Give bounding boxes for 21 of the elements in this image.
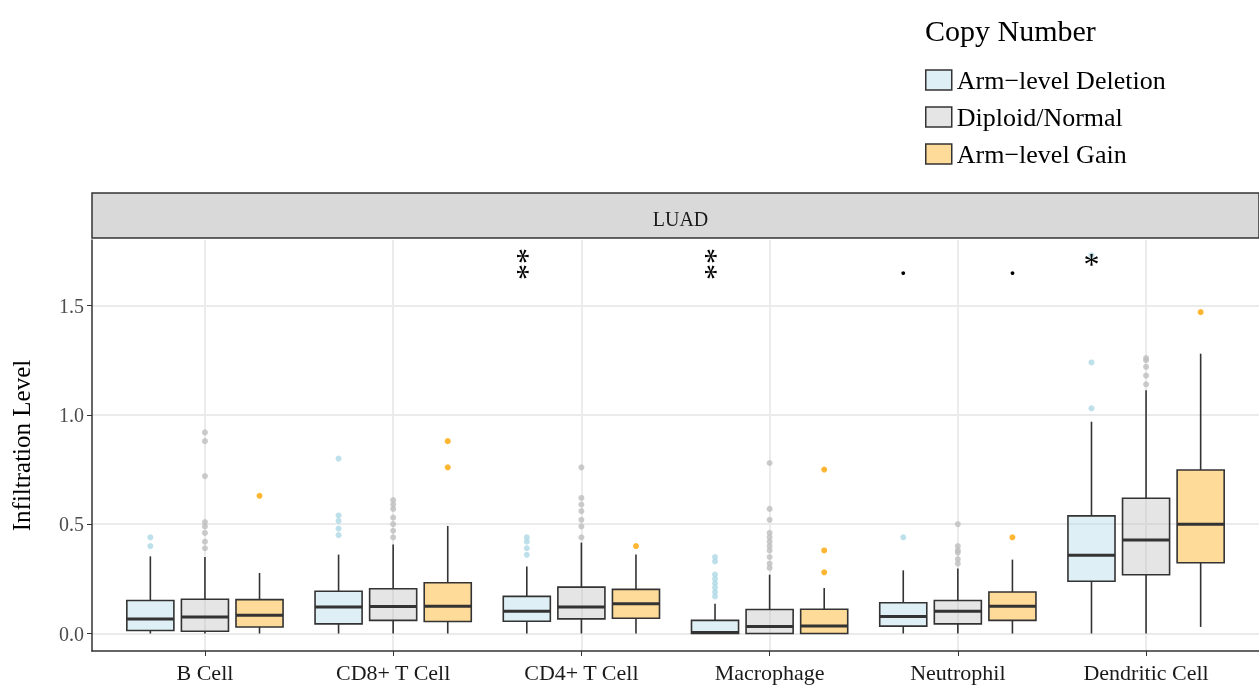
legend-title: Copy Number [925, 13, 1096, 47]
legend-label: Diploid/Normal [956, 102, 1123, 132]
annotation: . [899, 246, 908, 282]
x-tick-label: CD4+ T Cell [524, 659, 639, 685]
y-tick-label: 0.0 [59, 622, 84, 645]
y-tick-label: 1.0 [59, 403, 84, 426]
y-tick-label: 1.5 [59, 294, 84, 317]
annotation: ** [508, 248, 545, 280]
legend-label: Arm−level Deletion [956, 65, 1166, 95]
x-tick-label: CD8+ T Cell [336, 659, 451, 685]
x-tick-label: Macrophage [714, 659, 825, 685]
legend-label: Arm−level Gain [956, 139, 1127, 169]
x-tick-label: Dendritic Cell [1083, 659, 1209, 685]
y-axis-title: Infiltration Level [8, 359, 35, 532]
annotation: ** [697, 248, 734, 280]
annotation: * [1083, 246, 1100, 282]
y-tick-label: 0.5 [59, 513, 84, 536]
annotation: . [1008, 246, 1017, 282]
x-tick-label: Neutrophil [910, 659, 1006, 685]
chart-title: LUAD [652, 208, 709, 230]
x-tick-label: B Cell [176, 659, 234, 685]
